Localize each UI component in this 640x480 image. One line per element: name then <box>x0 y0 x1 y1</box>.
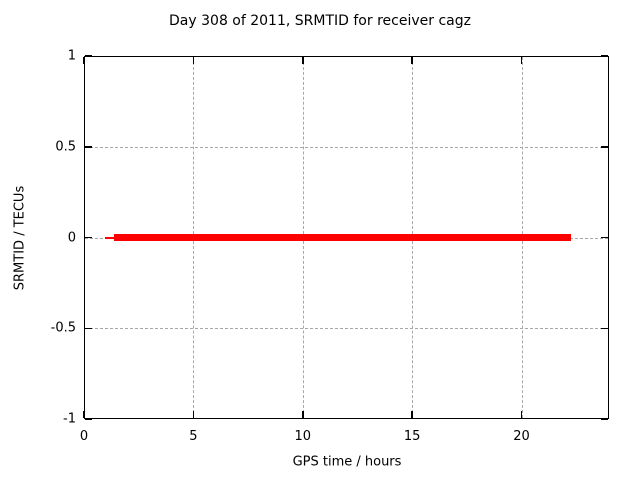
y-tick-mark-right <box>601 55 608 57</box>
y-tick-label: 1 <box>67 48 76 64</box>
x-tick-label: 0 <box>79 429 89 444</box>
x-tick-mark-bottom <box>411 411 413 418</box>
y-tick-mark-right <box>601 146 608 148</box>
data-line-segment <box>113 234 571 241</box>
y-tick-label: -0.5 <box>50 320 76 336</box>
data-line-segment <box>104 236 114 239</box>
y-tick-label: -1 <box>63 411 76 427</box>
plot-area <box>84 56 609 419</box>
x-tick-mark-top <box>520 57 523 64</box>
x-tick-mark-bottom <box>83 411 85 418</box>
x-tick-label: 10 <box>294 429 312 444</box>
y-tick-mark-left <box>85 146 92 148</box>
x-tick-label: 15 <box>403 429 421 444</box>
grid-line-horizontal <box>85 328 608 330</box>
y-tick-mark-right <box>601 418 608 420</box>
y-tick-label: 0 <box>67 230 76 245</box>
x-tick-mark-top <box>83 57 85 64</box>
y-tick-mark-left <box>85 327 92 329</box>
x-axis-label: GPS time / hours <box>292 454 402 470</box>
y-tick-label: 0.5 <box>55 139 76 155</box>
x-tick-mark-top <box>302 57 304 64</box>
y-tick-mark-right <box>601 236 608 239</box>
x-tick-label: 5 <box>189 429 198 444</box>
x-tick-label: 20 <box>513 429 530 444</box>
y-tick-mark-left <box>85 236 92 239</box>
x-tick-mark-top <box>411 57 413 64</box>
x-tick-mark-bottom <box>302 411 304 418</box>
x-tick-mark-bottom <box>520 411 523 418</box>
x-tick-mark-top <box>192 57 195 64</box>
chart-title: Day 308 of 2011, SRMTID for receiver cag… <box>169 13 471 29</box>
y-tick-mark-left <box>85 55 92 57</box>
grid-line-horizontal <box>85 146 608 148</box>
y-tick-mark-right <box>601 327 608 329</box>
y-tick-mark-left <box>85 418 92 420</box>
x-tick-mark-bottom <box>192 411 195 418</box>
